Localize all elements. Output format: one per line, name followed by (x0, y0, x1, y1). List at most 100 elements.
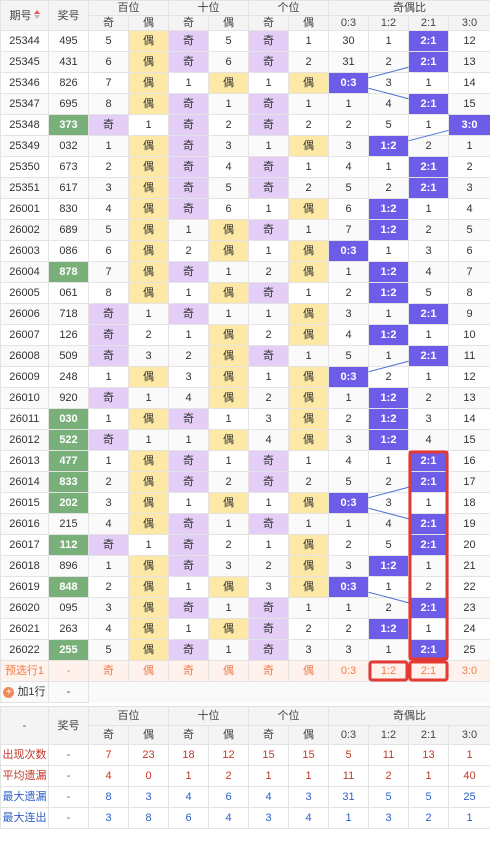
preselect-cell: 0:3 (328, 660, 369, 682)
hit-cell: 奇 (168, 555, 209, 577)
stats-value: 2 (368, 765, 409, 787)
miss-cell: 1 (208, 639, 249, 661)
data-row: 26020 095 3 偶奇 1 奇 1 1 2 2:1 23 (0, 597, 490, 619)
period: 25346 (0, 72, 49, 94)
hit-cell: 奇 (168, 114, 209, 136)
number: 255 (48, 639, 89, 661)
hit-cell: 奇 (248, 93, 289, 115)
miss-cell: 2 (248, 387, 289, 409)
miss-cell: 1 (128, 387, 169, 409)
stats-value: 7 (88, 744, 129, 766)
miss-cell: 2 (88, 576, 129, 598)
hit-cell: 奇 (168, 93, 209, 115)
hit-cell: 2:1 (408, 471, 449, 493)
miss-cell: 2 (368, 597, 409, 619)
stats-sub-header: 奇 (168, 725, 209, 745)
period: 26002 (0, 219, 49, 241)
hit-cell: 2:1 (408, 597, 449, 619)
empty (88, 681, 490, 703)
miss-cell: 2 (168, 240, 209, 262)
miss-cell: 15 (448, 93, 490, 115)
stats-value: 0 (128, 765, 169, 787)
hit-cell: 2:1 (408, 639, 449, 661)
preselect-row: 预选行1- 奇偶奇偶奇偶 0:3 1:2 2:1 3:0 (0, 660, 490, 682)
number: 095 (48, 597, 89, 619)
hit-cell: 奇 (248, 345, 289, 367)
stats-number: - (48, 786, 89, 808)
miss-cell: 2 (248, 555, 289, 577)
miss-cell: 4 (328, 450, 369, 472)
data-row: 25345 431 6 偶奇 6 奇 2 31 2 2:1 13 (0, 51, 490, 73)
miss-cell: 1 (208, 597, 249, 619)
hit-cell: 奇 (248, 618, 289, 640)
miss-cell: 1 (408, 366, 449, 388)
hit-cell: 2:1 (408, 345, 449, 367)
stats-value: 1 (248, 765, 289, 787)
stats-sub-header: 0:3 (328, 725, 369, 745)
hit-cell: 奇 (248, 51, 289, 73)
stats-value: 3 (368, 807, 409, 829)
miss-cell: 1 (408, 492, 449, 514)
miss-cell: 2 (88, 471, 129, 493)
stats-number: - (48, 807, 89, 829)
stats-value: 23 (128, 744, 169, 766)
miss-cell: 3 (328, 429, 369, 451)
miss-cell: 1 (208, 303, 249, 325)
miss-cell: 3 (248, 576, 289, 598)
miss-cell: 2 (248, 261, 289, 283)
period: 26017 (0, 534, 49, 556)
miss-cell: 5 (328, 471, 369, 493)
hit-cell: 偶 (288, 198, 329, 220)
sub-header: 偶 (208, 15, 249, 31)
miss-cell: 1 (288, 93, 329, 115)
number: 126 (48, 324, 89, 346)
number: 495 (48, 30, 89, 52)
miss-cell: 1 (88, 450, 129, 472)
period: 26019 (0, 576, 49, 598)
hit-cell: 奇 (168, 198, 209, 220)
add-button[interactable]: + 加1行 (0, 681, 49, 703)
hit-cell: 偶 (288, 429, 329, 451)
preselect-cell: 3:0 (448, 660, 490, 682)
miss-cell: 1 (328, 387, 369, 409)
hit-cell: 1:2 (368, 387, 409, 409)
stats-value: 25 (448, 786, 490, 808)
miss-cell: 8 (88, 282, 129, 304)
hit-cell: 奇 (248, 219, 289, 241)
hit-cell: 奇 (88, 345, 129, 367)
add-value: - (48, 681, 89, 703)
hit-cell: 偶 (128, 366, 169, 388)
stats-label: 最大遗漏 (0, 786, 49, 808)
hit-cell: 偶 (128, 597, 169, 619)
miss-cell: 1 (448, 135, 490, 157)
miss-cell: 3 (368, 72, 409, 94)
hit-cell: 0:3 (328, 576, 369, 598)
miss-cell: 2 (408, 135, 449, 157)
miss-cell: 4 (168, 387, 209, 409)
stats-value: 3 (88, 807, 129, 829)
hit-cell: 奇 (168, 450, 209, 472)
miss-cell: 2 (328, 408, 369, 430)
miss-cell: 2 (368, 177, 409, 199)
stats-value: 5 (368, 786, 409, 808)
hit-cell: 奇 (168, 471, 209, 493)
miss-cell: 2 (288, 114, 329, 136)
number: 833 (48, 471, 89, 493)
hit-cell: 偶 (288, 576, 329, 598)
miss-cell: 1 (168, 492, 209, 514)
miss-cell: 6 (328, 198, 369, 220)
data-row: 25344 495 5 偶奇 5 奇 1 30 1 2:1 12 (0, 30, 490, 52)
miss-cell: 2 (88, 156, 129, 178)
miss-cell: 7 (88, 261, 129, 283)
sub-header: 2:1 (408, 15, 449, 31)
hit-cell: 偶 (128, 240, 169, 262)
sub-header: 奇 (248, 15, 289, 31)
miss-cell: 1 (208, 513, 249, 535)
data-row: 26004 878 7 偶奇 1 2 偶 1 1:2 4 7 (0, 261, 490, 283)
miss-cell: 6 (88, 51, 129, 73)
miss-cell: 6 (208, 51, 249, 73)
stats-value: 4 (168, 786, 209, 808)
miss-cell: 3 (168, 366, 209, 388)
period: 26010 (0, 387, 49, 409)
stats-sub-header: 1:2 (368, 725, 409, 745)
